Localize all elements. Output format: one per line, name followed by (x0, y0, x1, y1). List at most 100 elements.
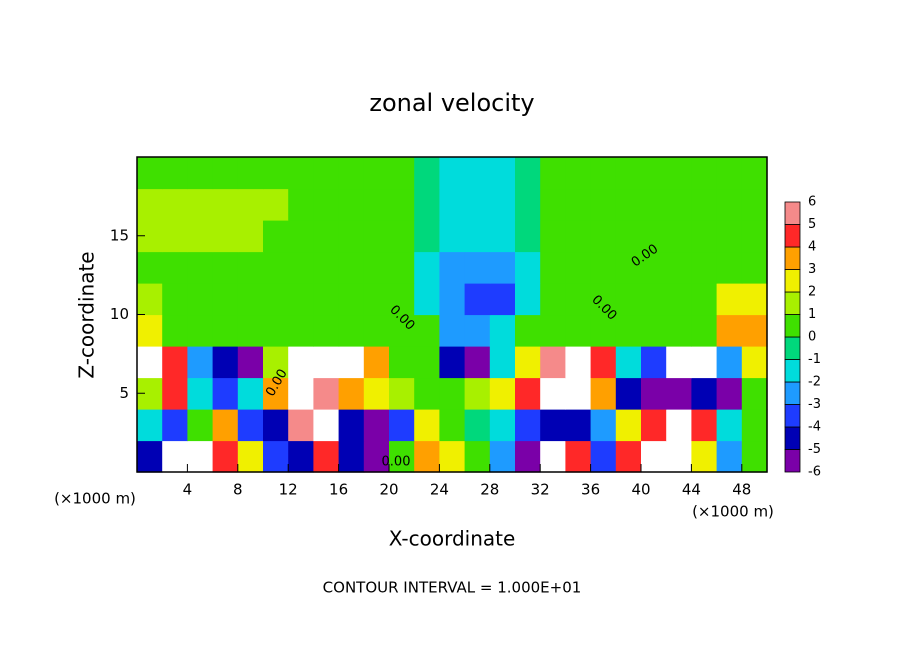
cell (666, 377, 692, 410)
cell (565, 314, 592, 347)
cell (741, 220, 768, 253)
cell (565, 188, 592, 221)
cell (590, 314, 617, 347)
cell (237, 188, 264, 221)
colorbar-label: 2 (808, 285, 816, 300)
cell (515, 251, 541, 284)
colorbar-swatch (784, 404, 801, 428)
cell (212, 188, 239, 221)
cell (389, 346, 415, 379)
cell (565, 251, 592, 284)
cell (641, 251, 667, 284)
cell (338, 346, 365, 379)
cell (363, 440, 390, 473)
cell (313, 346, 340, 379)
cell (389, 283, 415, 316)
cell (187, 157, 214, 190)
cell (565, 440, 592, 473)
cell (414, 440, 440, 473)
heatmap (137, 157, 768, 473)
x-tick-label: 4 (183, 481, 193, 499)
cell (137, 440, 163, 473)
cell (540, 251, 566, 284)
cell (439, 314, 466, 347)
cell (162, 157, 188, 190)
cell (489, 346, 516, 379)
y-axis-label: Z-coordinate (75, 251, 99, 378)
x-tick-label: 48 (732, 481, 751, 499)
y-tick-label: 10 (110, 305, 129, 323)
cell (288, 409, 314, 442)
cell (338, 440, 365, 473)
cell (515, 188, 541, 221)
cell (641, 409, 667, 442)
cell (187, 346, 214, 379)
cell (615, 251, 642, 284)
colorbar-label: -5 (808, 442, 821, 457)
colorbar-swatch (784, 246, 801, 270)
cell (212, 251, 239, 284)
cell (590, 283, 617, 316)
x-tick-label: 8 (233, 481, 243, 499)
cell (615, 440, 642, 473)
cell (565, 220, 592, 253)
cell (212, 346, 239, 379)
cell (464, 220, 491, 253)
cell (540, 157, 566, 190)
cell (691, 377, 718, 410)
cell (489, 377, 516, 410)
contour-label: 0.00 (382, 455, 411, 470)
cell (414, 314, 440, 347)
cell (313, 409, 340, 442)
cell (489, 251, 516, 284)
cell (212, 220, 239, 253)
cell (464, 314, 491, 347)
cell (263, 377, 289, 410)
cell (590, 251, 617, 284)
cell (363, 314, 390, 347)
cell (691, 409, 718, 442)
x-tick-label: 28 (480, 481, 499, 499)
cell (489, 409, 516, 442)
cell (565, 157, 592, 190)
cell (691, 157, 718, 190)
cell (590, 220, 617, 253)
cell (187, 377, 214, 410)
cell (716, 188, 743, 221)
cell (515, 157, 541, 190)
cell (237, 220, 264, 253)
cell (741, 377, 768, 410)
cell (263, 188, 289, 221)
cell (363, 157, 390, 190)
cell (237, 440, 264, 473)
cell (338, 283, 365, 316)
cell (666, 283, 692, 316)
colorbar-label: -2 (808, 375, 821, 390)
cell (313, 440, 340, 473)
cell (414, 251, 440, 284)
cell (641, 440, 667, 473)
cell (363, 377, 390, 410)
colorbar-label: -6 (808, 465, 821, 480)
cell (464, 188, 491, 221)
cell (137, 409, 163, 442)
cell (212, 377, 239, 410)
x-tick-label: 36 (581, 481, 600, 499)
cell (187, 220, 214, 253)
cell (691, 346, 718, 379)
cell (641, 220, 667, 253)
colorbar-swatch (784, 269, 801, 293)
cell (741, 440, 768, 473)
colorbar-swatch (784, 381, 801, 405)
cell (565, 409, 592, 442)
cell (162, 283, 188, 316)
cell (137, 157, 163, 190)
cell (489, 314, 516, 347)
cell (515, 220, 541, 253)
cell (389, 220, 415, 253)
x-axis-label: X-coordinate (389, 527, 516, 551)
x-tick-label: 12 (279, 481, 298, 499)
cell (464, 157, 491, 190)
cell (363, 188, 390, 221)
cell (515, 283, 541, 316)
